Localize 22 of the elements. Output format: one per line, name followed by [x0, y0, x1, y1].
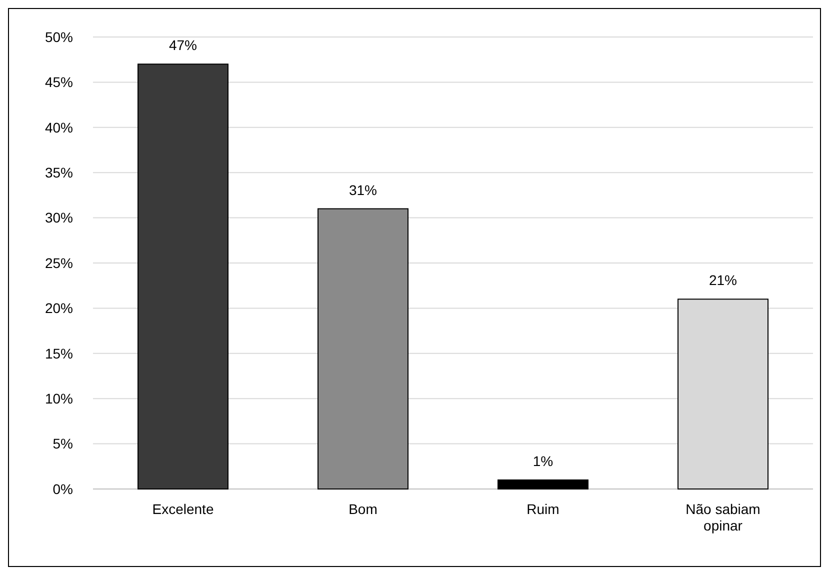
- y-tick-label: 40%: [44, 119, 73, 136]
- bar: [318, 208, 408, 490]
- x-tick-label: Excelente: [152, 500, 214, 517]
- bar: [498, 479, 588, 490]
- data-label: 21%: [708, 272, 738, 288]
- x-tick-label: Ruim: [526, 500, 560, 517]
- y-tick-label: 10%: [44, 390, 73, 406]
- y-tick-label: 5%: [52, 436, 73, 452]
- y-tick-label: 25%: [44, 254, 73, 271]
- y-tick-label: 35%: [44, 164, 73, 180]
- x-tick-label: Não sabiam opinar: [686, 500, 760, 534]
- data-label: 1%: [532, 452, 554, 469]
- data-label: 47%: [168, 37, 198, 54]
- y-tick-label: 15%: [44, 345, 73, 362]
- data-label: 31%: [348, 182, 378, 198]
- y-tick-label: 20%: [44, 300, 73, 316]
- y-tick-label: 30%: [44, 210, 73, 226]
- y-tick-label: 0%: [52, 480, 73, 497]
- x-tick-label: Bom: [348, 500, 378, 517]
- y-tick-label: 50%: [44, 28, 73, 45]
- bar: [138, 64, 228, 490]
- y-tick-label: 45%: [44, 74, 73, 90]
